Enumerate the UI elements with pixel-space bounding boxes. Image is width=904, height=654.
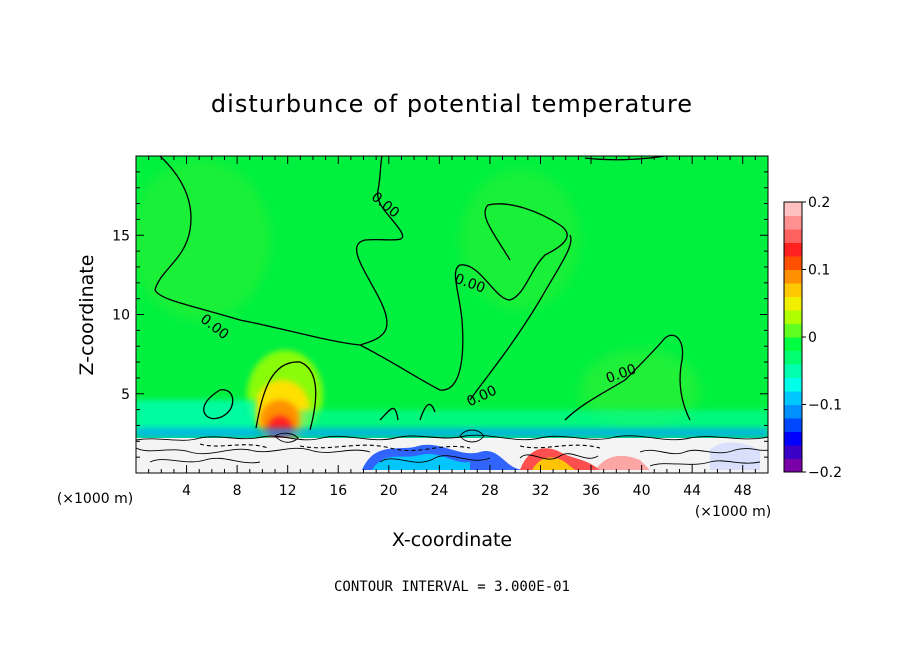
y-axis-label: Z-coordinate: [76, 255, 98, 376]
colorbar-swatch: [784, 337, 802, 351]
x-tick-label: 36: [582, 483, 600, 499]
contour-line: [149, 457, 261, 464]
contour-interval-note: CONTOUR INTERVAL = 3.000E-01: [334, 579, 570, 595]
y-tick-label: 10: [112, 308, 130, 324]
colorbar-tick-label: 0.2: [808, 195, 830, 211]
colorbar-swatch: [784, 364, 802, 378]
contour-line: [154, 156, 404, 346]
x-tick-label: 32: [532, 483, 550, 499]
colorbar-swatch: [784, 445, 802, 459]
contour-line: [564, 334, 691, 421]
contour-line: [136, 434, 768, 441]
x-tick-label: 28: [481, 483, 499, 499]
x-tick-label: 20: [380, 483, 398, 499]
colorbar: 0.2 0.1 0 −0.1 −0.2: [783, 195, 842, 481]
x-tick-label: 40: [633, 483, 651, 499]
contour-line: [274, 432, 299, 443]
colorbar-swatch: [784, 323, 802, 338]
colorbar-swatch: [784, 458, 802, 473]
colorbar-swatch: [784, 283, 802, 297]
x-tick-label: 16: [329, 483, 347, 499]
colorbar-swatch: [784, 229, 802, 243]
x-tick-label: 4: [182, 483, 191, 499]
colorbar-swatch: [784, 202, 802, 216]
x-tick-label: 44: [683, 483, 701, 499]
contour-line: [469, 234, 572, 401]
x-tick-label: 8: [233, 483, 242, 499]
x-units-right: (×1000 m): [695, 504, 771, 520]
field-patch: [136, 160, 270, 320]
colorbar-tick-label: 0.1: [808, 263, 830, 279]
dashed-contour: [519, 444, 601, 449]
colorbar-swatch: [784, 391, 802, 405]
contour-line: [379, 455, 491, 463]
warm-pocket-inner: [532, 457, 575, 470]
x-tick-label: 12: [279, 483, 297, 499]
plot-field: [136, 156, 768, 473]
contour-line: [136, 447, 371, 455]
colorbar-swatch: [784, 242, 802, 257]
colorbar-tick-label: 0: [808, 330, 817, 346]
colorbar-swatch: [784, 296, 802, 311]
colorbar-swatch: [784, 431, 802, 446]
cool-layer-base: [136, 428, 768, 438]
colorbar-tick-label: −0.2: [808, 465, 842, 481]
contour-line: [584, 156, 666, 161]
colorbar-swatch: [784, 418, 802, 432]
colorbar-swatch: [784, 256, 802, 270]
contour-line: [203, 389, 234, 420]
colorbar-swatch: [784, 310, 802, 324]
colorbar-swatch: [784, 377, 802, 392]
x-tick-label: 48: [734, 483, 752, 499]
colorbar-swatch: [784, 215, 802, 230]
y-tick-label: 15: [112, 228, 130, 244]
y-axis: 5 10 15: [112, 171, 768, 458]
x-axis-label: X-coordinate: [392, 529, 512, 551]
contour-line: [379, 403, 436, 421]
colorbar-tick-label: −0.1: [808, 398, 842, 414]
x-axis: 4 8 12 16 20 24 28 32 36 40 44 48: [148, 156, 756, 499]
chart-title: disturbunce of potential temperature: [211, 90, 693, 118]
colorbar-swatch: [784, 269, 802, 284]
colorbar-swatch: [784, 404, 802, 419]
y-tick-label: 5: [121, 387, 130, 403]
contour-line: [459, 429, 485, 443]
warm-pocket: [595, 455, 650, 470]
contour-line: [255, 361, 317, 431]
colorbar-swatch: [784, 350, 802, 365]
contour-line: [519, 453, 599, 460]
contour-line: [639, 448, 768, 455]
contour-line: [649, 460, 761, 467]
contour-line: [359, 203, 568, 391]
x-tick-label: 24: [430, 483, 448, 499]
x-units-left: (×1000 m): [57, 491, 133, 507]
